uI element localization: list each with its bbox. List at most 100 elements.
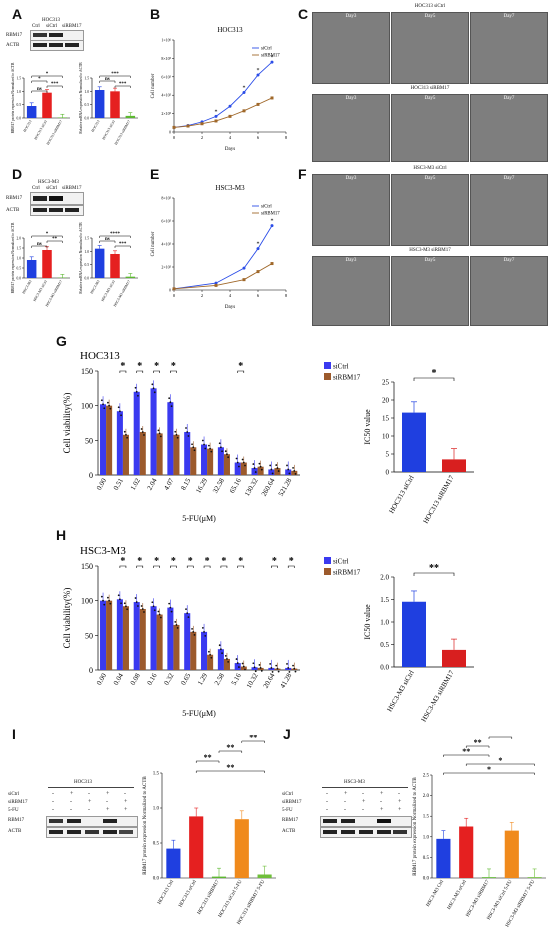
chart-d-protein-bar: 0.0 0.5 1.0 1.5 2.0 HSC3-M3 HSC3-M3 siCtrlHSC3… (11, 222, 70, 307)
significance-bracket (99, 80, 116, 83)
blot-mark: + (344, 791, 348, 797)
western-blot-d: HSC3-M3 Ctrl siCtrl siRBM17 RBM17 ACTB (6, 180, 86, 220)
data-point (270, 262, 274, 266)
y-tick-label: 0 (169, 288, 171, 293)
blot-mark: - (380, 799, 382, 805)
significance-label: * (432, 368, 437, 379)
y-tick-label: 0.0 (17, 277, 22, 281)
y-tick-label: 2.0 (380, 574, 389, 582)
data-dot (293, 667, 296, 670)
data-dot (117, 406, 120, 409)
bar-sictrl (285, 667, 292, 670)
x-tick-label: 0.16 (146, 672, 159, 687)
blot-i-band-rbm17 (46, 816, 138, 827)
significance-label: ** (249, 735, 257, 742)
micrograph-panel-c: HOC313 siCtrl Day3 Day5 Day7 HOC313 siRB… (312, 4, 548, 162)
y-tick-label: 20 (382, 397, 390, 405)
data-dot (269, 464, 272, 467)
micro-f-top-day3: Day3 (312, 174, 390, 246)
micro-c-top-day7: Day7 (470, 12, 548, 84)
data-dot (277, 670, 280, 673)
data-dot (277, 470, 280, 472)
blot-a-row-rbm17: RBM17 (6, 33, 23, 38)
chart-title: HSC3-M3 (215, 184, 245, 192)
x-tick-label: 0.00 (95, 477, 108, 492)
bar-sirbm17 (122, 434, 129, 475)
bar-sirbm17 (106, 600, 113, 670)
data-dot (102, 403, 104, 406)
significance-label: * (221, 556, 226, 567)
micro-c-top-day3: Day3 (312, 12, 390, 84)
y-tick-label: 0.5 (423, 856, 430, 861)
x-category-label: HOC313 siRBM17 (197, 879, 221, 915)
y-tick-label: 0.5 (153, 842, 160, 847)
significance-label: * (271, 55, 274, 61)
data-dot (292, 466, 294, 469)
bar-sictrl (184, 613, 191, 670)
data-dot (185, 608, 187, 611)
data-dot (174, 430, 177, 433)
bar-sictrl (100, 404, 107, 475)
significance-bracket (170, 565, 177, 568)
y-tick-label: 8×10⁵ (161, 56, 171, 61)
data-dot (286, 663, 288, 665)
data-point (256, 247, 260, 251)
data-dot (221, 450, 223, 453)
bar-sictrl (167, 402, 174, 475)
data-dot (242, 461, 245, 464)
bar-sirbm17 (207, 654, 214, 670)
significance-bracket (31, 90, 48, 93)
panel-letter-h: H (56, 527, 67, 543)
y-tick-label: 1.0 (85, 250, 90, 254)
y-tick-label: 1.5 (17, 247, 22, 251)
data-point (228, 114, 232, 118)
significance-bracket (237, 370, 245, 373)
bar-sictrl (217, 649, 224, 670)
data-point (214, 114, 218, 118)
significance-label: ns (105, 237, 110, 242)
chart-h-viability: HSC3-M3 0 50 100 150 Cell viability(%) 0.00 0.0… (62, 545, 361, 718)
data-dot (253, 666, 256, 669)
data-point (214, 281, 218, 285)
y-axis-label: Cell number (151, 73, 156, 98)
x-tick-label: 5.16 (230, 672, 243, 687)
series-line (173, 97, 273, 128)
micro-c-bottom-day7-label: Day7 (503, 96, 515, 101)
x-category-label: HOC313 siCtrl (33, 120, 47, 141)
blot-a-title: HOC313 (42, 18, 61, 23)
legend-label: siCtrl (261, 47, 272, 52)
x-tick-label: 0.32 (162, 672, 175, 687)
significance-bracket (465, 763, 535, 766)
micro-c-top-title: HOC313 siCtrl (414, 4, 446, 9)
data-dot (152, 387, 155, 390)
y-tick-label: 1.0 (380, 619, 389, 627)
y-tick-label: 1.5 (85, 237, 90, 241)
legend-swatch-sirbm17 (324, 568, 331, 575)
bar (442, 649, 466, 667)
significance-label: * (215, 109, 218, 115)
data-dot (126, 436, 129, 439)
micro-f-top-day7: Day7 (470, 174, 548, 246)
bar-sirbm17 (291, 470, 298, 475)
bar (110, 91, 120, 118)
bar-sirbm17 (257, 466, 264, 475)
significance-label: * (137, 361, 142, 372)
data-dot (170, 610, 173, 613)
x-category-label: HOC313 siRBM17 5-FU (237, 879, 267, 926)
micro-f-bottom-day3: Day3 (312, 256, 390, 326)
x-tick-label: 41.28 (279, 672, 294, 690)
blot-d-row-actb: ACTB (6, 208, 20, 213)
significance-label: * (188, 556, 193, 567)
series-line (173, 225, 273, 290)
data-dot (293, 469, 296, 472)
data-dot (135, 601, 138, 603)
bar (257, 874, 272, 878)
bar-sictrl (150, 388, 157, 475)
significance-label: * (46, 232, 49, 237)
legend-swatch-sictrl (324, 362, 331, 369)
data-dot (157, 429, 160, 432)
panel-letter-j: J (283, 726, 291, 742)
y-tick-label: 2.0 (17, 237, 22, 241)
blot-mark: - (398, 791, 400, 797)
x-tick-label: 0 (173, 135, 176, 140)
